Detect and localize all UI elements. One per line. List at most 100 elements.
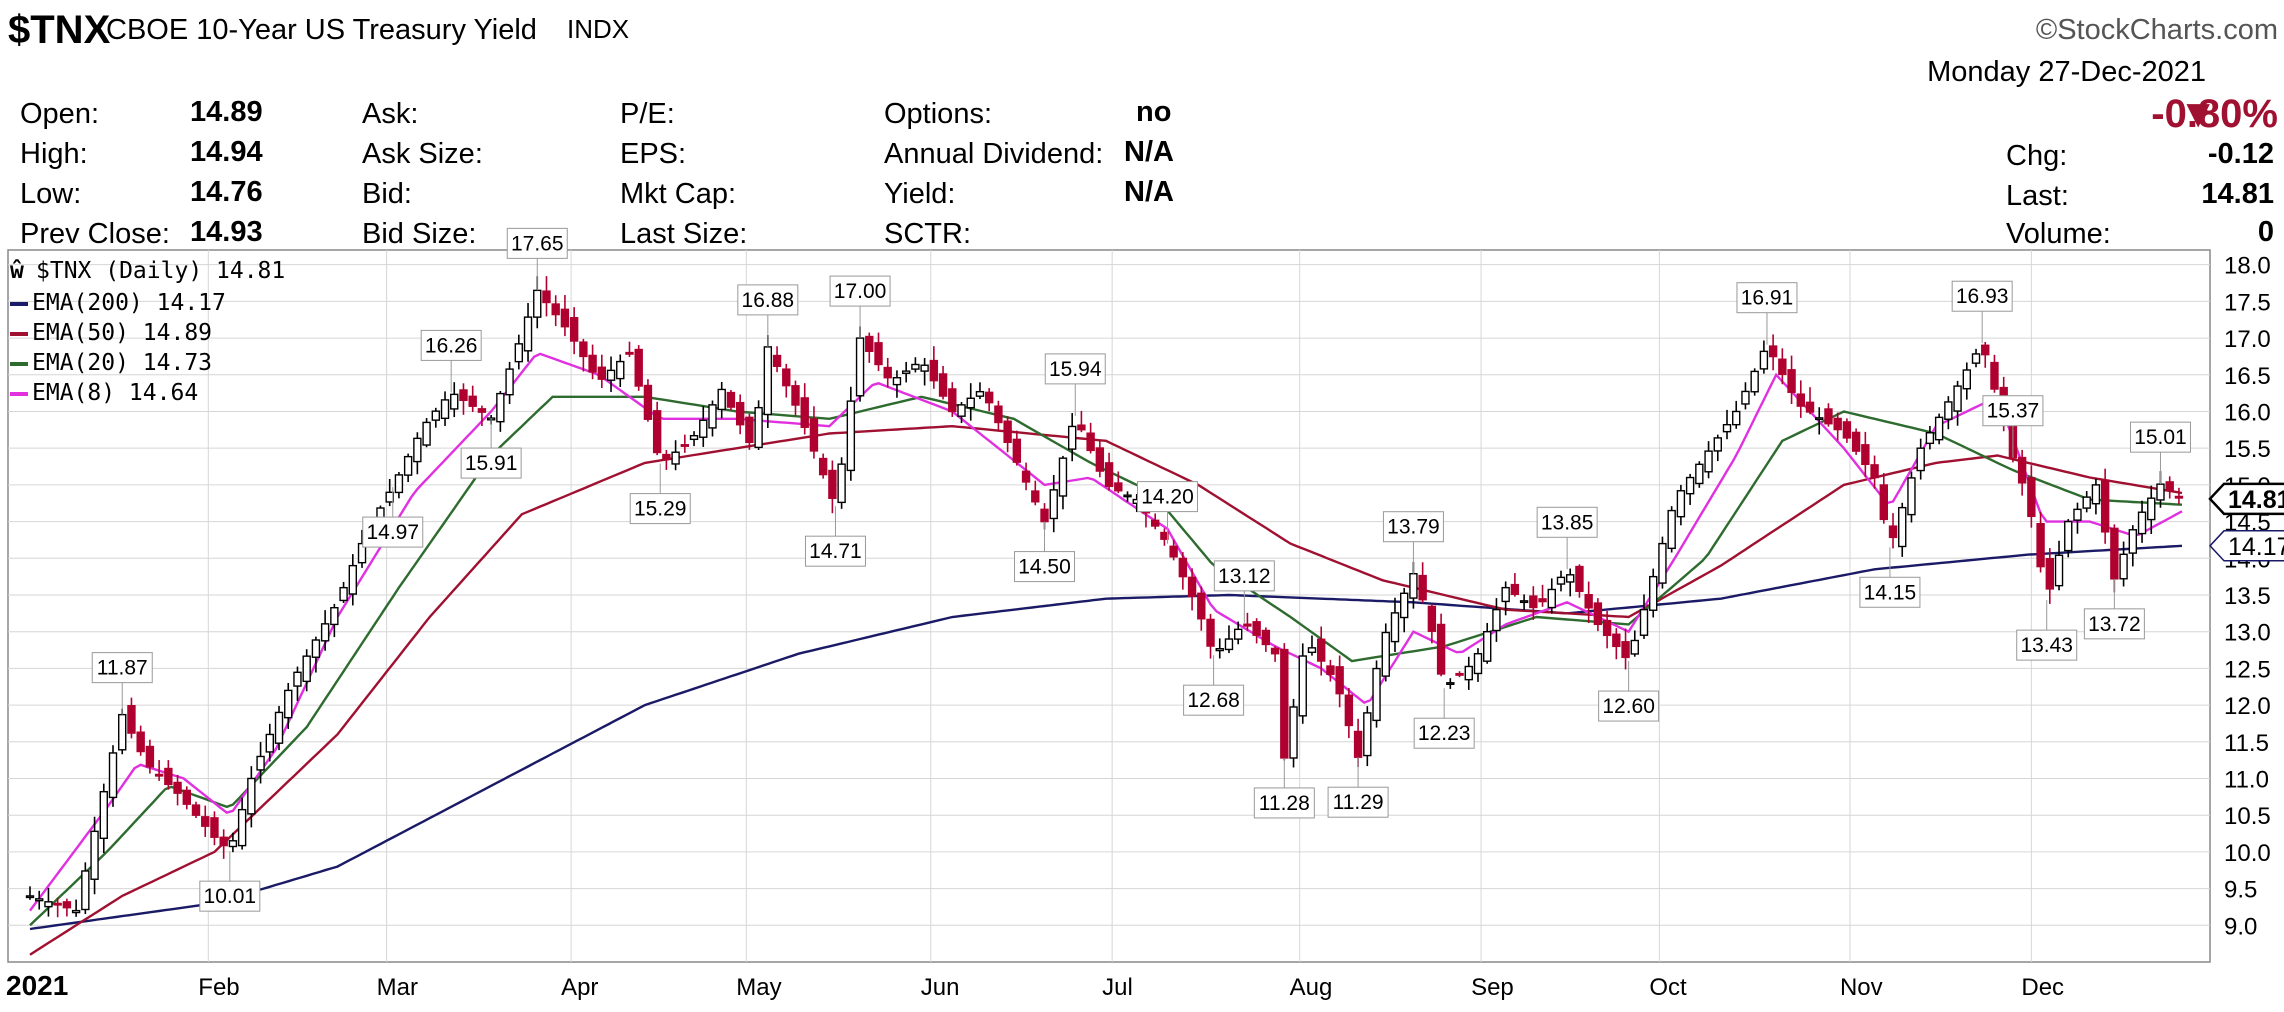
candle-body bbox=[330, 607, 339, 626]
candle-body bbox=[1086, 432, 1095, 452]
candle-body bbox=[1049, 489, 1058, 520]
candle-body bbox=[284, 689, 293, 719]
candle-body bbox=[643, 384, 653, 420]
candle-body bbox=[717, 388, 726, 411]
candle-body bbox=[1815, 417, 1824, 421]
x-tick-label: Mar bbox=[377, 974, 418, 1001]
quote-date: Monday 27-Dec-2021 bbox=[1927, 56, 2206, 88]
candle-body bbox=[1621, 641, 1630, 659]
last-value: 14.81 bbox=[2201, 178, 2274, 210]
candle-body bbox=[2137, 511, 2147, 535]
candle-body bbox=[2036, 523, 2045, 568]
candle-body bbox=[966, 397, 975, 409]
legend-price-label: $TNX (Daily) 14.81 bbox=[36, 258, 286, 284]
x-tick-label: Oct bbox=[1649, 974, 1687, 1001]
candle-body bbox=[1058, 457, 1068, 497]
annotation-box bbox=[2016, 629, 2078, 661]
candle-body bbox=[1446, 682, 1455, 685]
candle-body bbox=[1123, 494, 1132, 498]
candle-body bbox=[1538, 598, 1547, 603]
candle-body bbox=[1381, 631, 1390, 677]
candle-body bbox=[320, 623, 330, 642]
candle-body bbox=[440, 399, 450, 420]
annotation-box bbox=[804, 535, 866, 567]
candle-body bbox=[2054, 554, 2064, 587]
x-tick-label: Nov bbox=[1840, 974, 1883, 1001]
ema50-swatch bbox=[10, 331, 28, 336]
candle-body bbox=[1067, 425, 1077, 450]
annotation-label: 15.29 bbox=[634, 498, 687, 521]
candle-body bbox=[1953, 385, 1962, 412]
candle-body bbox=[911, 363, 920, 370]
candle-body bbox=[1436, 623, 1446, 675]
candle-body bbox=[1326, 665, 1335, 675]
ema20-swatch bbox=[10, 361, 28, 366]
candle-body bbox=[2082, 496, 2091, 509]
candle-body bbox=[708, 404, 717, 429]
candle-body bbox=[228, 840, 238, 848]
annotation-label: 14.20 bbox=[1141, 486, 1194, 509]
annotation-label: 17.00 bbox=[834, 280, 887, 303]
eps-label: EPS: bbox=[620, 138, 687, 170]
candle-body bbox=[1916, 447, 1925, 472]
x-tick-label: Aug bbox=[1290, 974, 1333, 1001]
candle-body bbox=[1215, 648, 1224, 652]
candle-body bbox=[2045, 558, 2055, 590]
candle-body bbox=[1566, 574, 1575, 583]
candle-body bbox=[468, 395, 477, 407]
candle-body bbox=[2064, 520, 2073, 552]
candle-body bbox=[984, 391, 994, 404]
candle-body bbox=[782, 368, 791, 387]
copyright-link[interactable]: ©StockCharts.com bbox=[2035, 14, 2278, 46]
annotation-box bbox=[506, 227, 568, 259]
low-value: 14.76 bbox=[190, 176, 263, 208]
ema200-line bbox=[29, 544, 2183, 931]
candle-body bbox=[293, 671, 302, 687]
candle-body bbox=[606, 369, 616, 381]
chg-label: Chg: bbox=[2006, 140, 2068, 172]
candle-body bbox=[1169, 545, 1178, 558]
candle-body bbox=[219, 836, 228, 847]
candle-body bbox=[1150, 519, 1160, 527]
candle-body bbox=[1400, 592, 1409, 619]
candle-body bbox=[2017, 456, 2027, 484]
candle-body bbox=[1298, 655, 1307, 717]
candle-body bbox=[865, 335, 874, 352]
candle-body bbox=[1824, 408, 1833, 425]
candle-body bbox=[1473, 653, 1483, 675]
candle-body bbox=[44, 901, 53, 908]
volume-value: 0 bbox=[2257, 216, 2274, 248]
candle-body bbox=[1990, 361, 1999, 390]
candle-body bbox=[1003, 420, 1012, 444]
annotation-box bbox=[737, 284, 799, 316]
candle-body bbox=[1178, 557, 1188, 578]
open-value: 14.89 bbox=[190, 96, 263, 128]
candle-body bbox=[994, 405, 1003, 424]
candle-body bbox=[182, 789, 191, 805]
annotation-box bbox=[199, 880, 261, 912]
legend-ema20: EMA(20) 14.73 bbox=[10, 350, 212, 376]
sctr-label: SCTR: bbox=[884, 218, 971, 250]
candle-body bbox=[846, 400, 856, 472]
candle-body bbox=[1879, 484, 1888, 521]
x-tick-label: Jun bbox=[921, 974, 960, 1001]
annotation-label: 14.15 bbox=[1864, 581, 1917, 604]
candle-body bbox=[1418, 574, 1427, 601]
x-tick-label: Sep bbox=[1471, 974, 1514, 1001]
options-value: no bbox=[1136, 96, 1172, 128]
annotation-label: 14.50 bbox=[1018, 556, 1071, 579]
prev-close-value: 14.93 bbox=[190, 216, 263, 248]
candle-body bbox=[1667, 509, 1676, 550]
candle-body bbox=[1031, 490, 1040, 503]
candle-body bbox=[191, 804, 201, 816]
candle-body bbox=[1316, 638, 1326, 662]
candle-body bbox=[671, 451, 680, 465]
candle-body bbox=[385, 491, 394, 503]
annotation-box bbox=[829, 275, 891, 307]
candle-body bbox=[975, 390, 985, 397]
y-tick-label: 18.0 bbox=[2224, 253, 2271, 280]
candle-body bbox=[1971, 353, 1981, 364]
annotation-label: 14.97 bbox=[366, 521, 419, 544]
